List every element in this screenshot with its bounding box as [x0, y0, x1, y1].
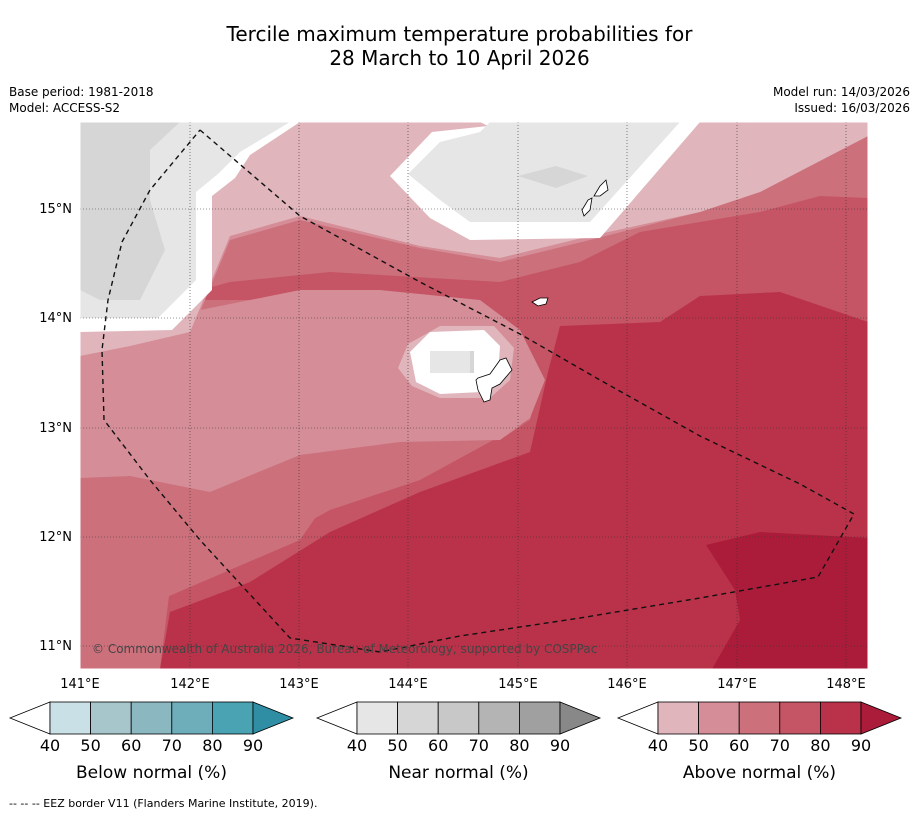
eez-border	[101, 129, 855, 653]
lon-label: 144°E	[388, 677, 428, 692]
eez-footnote: -- -- -- EEZ border V11 (Flanders Marine…	[9, 797, 318, 810]
lon-label: 148°E	[826, 677, 866, 692]
lat-axis: 15°N 14°N 13°N 12°N 11°N	[39, 202, 72, 654]
tinian-island	[581, 197, 593, 217]
guam-island	[475, 357, 513, 403]
title-line-2: 28 March to 10 April 2026	[329, 46, 590, 70]
colorbar-low-extension	[8, 701, 51, 735]
colorbar-tick: 70	[162, 736, 182, 755]
lon-label: 146°E	[607, 677, 647, 692]
colorbar-low-extension	[616, 701, 659, 735]
lon-label: 147°E	[717, 677, 757, 692]
colorbar-tick: 50	[688, 736, 708, 755]
colorbar-segment	[820, 701, 862, 735]
lon-label: 145°E	[498, 677, 538, 692]
title-line-1: Tercile maximum temperature probabilitie…	[226, 22, 693, 46]
colorbar-label: Near normal (%)	[388, 763, 528, 783]
lon-axis: 141°E 142°E 143°E 144°E 145°E 146°E 147°…	[60, 677, 866, 692]
colorbar-tick: 40	[40, 736, 60, 755]
colorbar-tick: 50	[387, 736, 407, 755]
near-50-region-topleft	[80, 122, 180, 300]
colorbar-low-extension	[315, 701, 358, 735]
colorbar-segment	[90, 701, 132, 735]
colorbar-segment	[356, 701, 398, 735]
lat-label: 15°N	[39, 202, 72, 217]
colorbar-tick: 60	[121, 736, 141, 755]
lon-label: 143°E	[279, 677, 319, 692]
colorbar-segment	[211, 701, 254, 735]
colorbar-segment	[397, 701, 439, 735]
colorbar-segment	[738, 701, 781, 735]
colorbar-segment	[657, 701, 699, 735]
colorbar-tick: 90	[550, 736, 570, 755]
above-90-region	[706, 532, 868, 669]
colorbar: 40 50 60 70 80 90 Below normal (%)	[8, 701, 295, 783]
colorbar-tick: 50	[80, 736, 100, 755]
lat-label: 13°N	[39, 421, 72, 436]
map-title: Tercile maximum temperature probabilitie…	[0, 22, 919, 70]
probability-field	[80, 122, 868, 669]
rota-island	[531, 297, 549, 307]
colorbar-tick: 40	[648, 736, 668, 755]
lat-label: 11°N	[39, 639, 72, 654]
colorbar-high-extension	[559, 701, 602, 735]
saipan-island	[593, 179, 609, 197]
colorbar-tick: 70	[469, 736, 489, 755]
colorbar-tick: 70	[770, 736, 790, 755]
islands	[475, 179, 609, 403]
meta-right: Model run: 14/03/2026 Issued: 16/03/2026	[773, 84, 910, 116]
near-50-patch	[518, 166, 588, 188]
near-50-sliver	[470, 351, 474, 373]
map-credit: © Commonwealth of Australia 2026, Bureau…	[92, 642, 597, 656]
issued-date: Issued: 16/03/2026	[794, 101, 910, 115]
colorbar-label: Above normal (%)	[683, 763, 836, 783]
colorbar-tick: 60	[428, 736, 448, 755]
colorbar-segment	[437, 701, 480, 735]
colorbar-segment	[478, 701, 520, 735]
model-run: Model run: 14/03/2026	[772, 85, 910, 99]
lat-label: 12°N	[39, 530, 72, 545]
near-40-blob	[430, 351, 474, 373]
model-name: Model: ACCESS-S2	[9, 101, 121, 115]
colorbar: 40 50 60 70 80 90 Near normal (%)	[315, 701, 602, 783]
colorbar-segment	[779, 701, 821, 735]
colorbar-label: Below normal (%)	[76, 763, 227, 783]
lon-label: 142°E	[170, 677, 210, 692]
colorbar-segment	[698, 701, 740, 735]
above-60-lower	[80, 420, 530, 669]
colorbar-tick: 80	[810, 736, 830, 755]
colorbar-high-extension	[252, 701, 295, 735]
colorbar-segment	[519, 701, 561, 735]
colorbar: 40 50 60 70 80 90 Above normal (%)	[616, 701, 903, 783]
colorbar-tick: 90	[243, 736, 263, 755]
base-period: Base period: 1981-2018	[9, 85, 154, 99]
colorbars: 40 50 60 70 80 90 Below normal (%) 40 50 60 70 80 90…	[8, 701, 903, 783]
colorbar-tick: 40	[347, 736, 367, 755]
colorbar-tick: 80	[509, 736, 529, 755]
colorbar-tick: 80	[202, 736, 222, 755]
meta-left: Base period: 1981-2018 Model: ACCESS-S2	[9, 84, 154, 116]
colorbar-segment	[130, 701, 173, 735]
colorbar-segment	[171, 701, 213, 735]
lat-label: 14°N	[39, 311, 72, 326]
colorbar-tick: 90	[851, 736, 871, 755]
colorbar-tick: 60	[729, 736, 749, 755]
colorbar-high-extension	[860, 701, 903, 735]
lon-label: 141°E	[60, 677, 100, 692]
colorbar-segment	[49, 701, 91, 735]
map-frame	[79, 121, 869, 670]
